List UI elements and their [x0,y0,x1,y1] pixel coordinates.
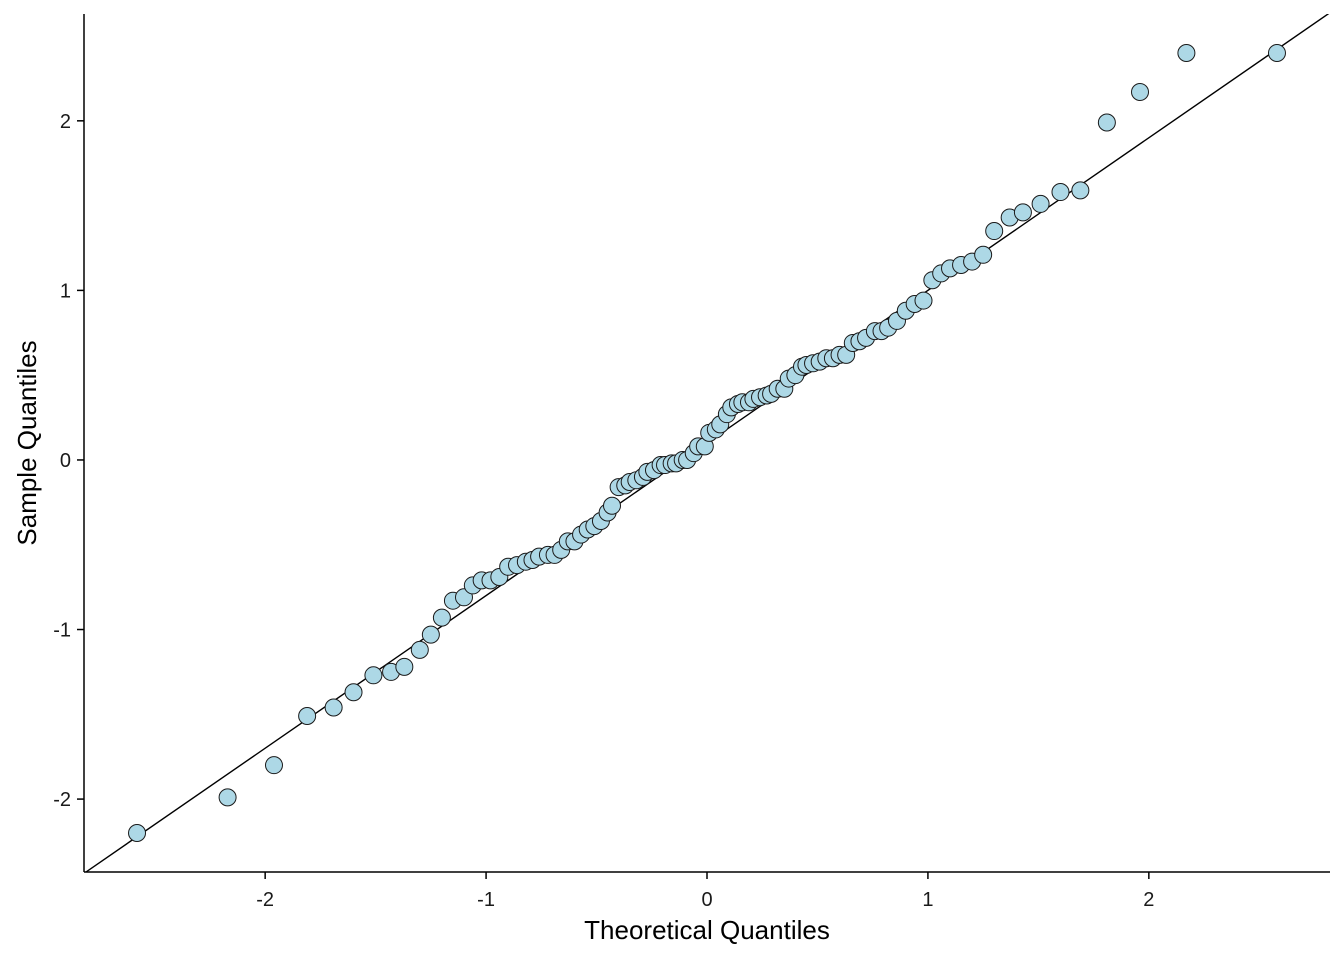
data-point [1097,113,1116,132]
data-point [1267,44,1286,62]
data-point [218,788,237,807]
data-point [1131,83,1150,101]
data-point [432,608,451,627]
data-point [985,222,1004,241]
data-point [421,625,440,644]
data-point [1177,44,1196,62]
data-point [128,824,147,842]
y-tick-label: 0 [60,450,71,472]
y-tick-label: -2 [53,789,71,811]
data-point [1051,183,1070,202]
data-point [410,640,429,659]
y-axis-title: Sample Quantiles [12,340,42,545]
data-point [264,756,283,775]
data-point [914,291,933,310]
x-tick-label: 0 [701,889,712,911]
data-point [1013,203,1032,222]
x-tick-label: -2 [256,889,274,911]
x-tick-label: -1 [477,889,495,911]
x-tick-label: 2 [1143,889,1154,911]
y-tick-label: -1 [53,620,71,642]
y-tick-label: 2 [60,111,71,133]
x-axis-title: Theoretical Quantiles [584,915,830,945]
x-tick-label: 1 [922,889,933,911]
data-point [1071,181,1090,200]
data-point [974,245,993,264]
data-point [1031,194,1050,213]
data-point [324,698,343,717]
y-tick-label: 1 [60,280,71,302]
data-point [364,666,383,685]
data-point [298,707,317,725]
data-point [344,683,363,702]
data-point [395,657,414,676]
data-point [603,496,622,515]
